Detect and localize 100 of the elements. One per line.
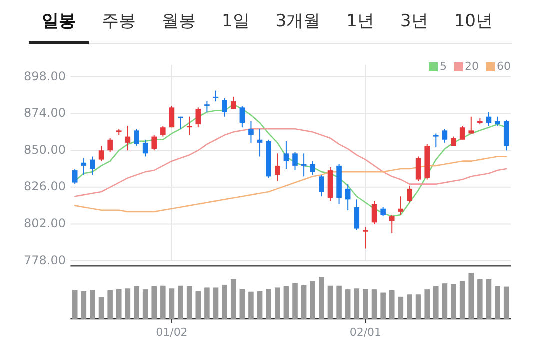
text: 3년 (400, 12, 428, 32)
y-tick-label: 778.00 (24, 253, 66, 268)
y-tick-label: 850.00 (24, 142, 66, 157)
candlestick (442, 128, 448, 144)
bar (257, 291, 263, 319)
bar (372, 290, 378, 319)
line-series (74, 156, 508, 213)
legend-label: 20 (465, 60, 479, 74)
candlestick (416, 156, 422, 182)
candlestick (108, 138, 113, 153)
bar (116, 289, 122, 319)
candlestick (407, 185, 412, 204)
bar (196, 291, 202, 319)
candlestick (468, 116, 474, 134)
bar (354, 288, 360, 319)
candlestick (222, 98, 228, 118)
bar (72, 290, 78, 319)
bar (468, 273, 474, 319)
candlestick (275, 153, 280, 182)
candlestick (319, 174, 324, 198)
bar (407, 294, 412, 319)
bar (275, 288, 280, 319)
candlestick (292, 152, 298, 172)
bar (504, 286, 510, 319)
candlestick (486, 112, 492, 127)
bar (178, 286, 184, 319)
candlestick (363, 226, 368, 250)
candlestick (134, 128, 140, 146)
bar (380, 292, 386, 319)
candlestick (98, 146, 104, 162)
candlestick (81, 158, 87, 176)
bar (319, 277, 324, 319)
bar (389, 290, 395, 319)
legend-label: 5 (440, 60, 447, 74)
candlestick (372, 200, 378, 225)
bar (486, 279, 492, 319)
bar (284, 286, 290, 319)
candlestick (186, 116, 192, 136)
bar (460, 281, 466, 319)
text: 1일 (222, 12, 250, 32)
bar (424, 290, 430, 319)
candlestick (257, 128, 263, 158)
bar (310, 281, 316, 319)
candlestick (460, 126, 466, 140)
bar (301, 285, 307, 319)
candlestick (495, 116, 500, 127)
bar (222, 284, 228, 319)
bar (336, 286, 342, 319)
bar (363, 289, 368, 319)
bar (204, 288, 210, 319)
bar (81, 291, 87, 319)
text: 1년 (346, 12, 374, 32)
bar (169, 288, 175, 319)
text: 일봉 (42, 12, 76, 32)
bar (230, 279, 236, 319)
bar (186, 286, 192, 319)
text: 10년 (454, 12, 493, 32)
candlestick (196, 107, 202, 128)
bar (292, 283, 298, 319)
candlestick (169, 106, 175, 128)
bar (495, 286, 500, 319)
candlestick (389, 214, 395, 234)
bar (451, 284, 456, 319)
bar (152, 286, 157, 319)
bar (442, 284, 448, 319)
candlestick (310, 160, 316, 176)
candlestick (178, 116, 184, 130)
candlestick (345, 184, 351, 211)
bar (98, 297, 104, 319)
bar (142, 290, 148, 319)
candlestick (284, 140, 290, 170)
bar (134, 286, 140, 319)
y-tick-label: 898.00 (24, 69, 66, 84)
y-tick-label: 802.00 (24, 216, 66, 230)
bar (345, 290, 351, 319)
candlestick (398, 196, 404, 216)
bar (266, 289, 272, 319)
bar (478, 279, 483, 319)
text: 3개월 (276, 12, 321, 32)
candlestick (160, 126, 166, 138)
candlestick (434, 133, 439, 148)
bar (213, 288, 219, 319)
y-tick-label: 826.00 (24, 180, 66, 194)
candlestick (354, 199, 360, 231)
bar (434, 286, 439, 319)
candlestick (301, 153, 307, 178)
line-series (74, 128, 508, 198)
candlestick (90, 156, 96, 176)
bar (416, 294, 422, 319)
candlestick (213, 90, 219, 102)
bar (125, 288, 131, 319)
legend-label: 60 (497, 60, 511, 74)
candlestick (230, 96, 236, 110)
bar (90, 290, 96, 319)
candlestick (152, 134, 157, 152)
candlestick (125, 126, 131, 152)
x-tick-label: 01/02 (156, 326, 188, 340)
bar (328, 286, 334, 319)
text: 월봉 (162, 12, 196, 32)
text: 주봉 (102, 12, 136, 32)
